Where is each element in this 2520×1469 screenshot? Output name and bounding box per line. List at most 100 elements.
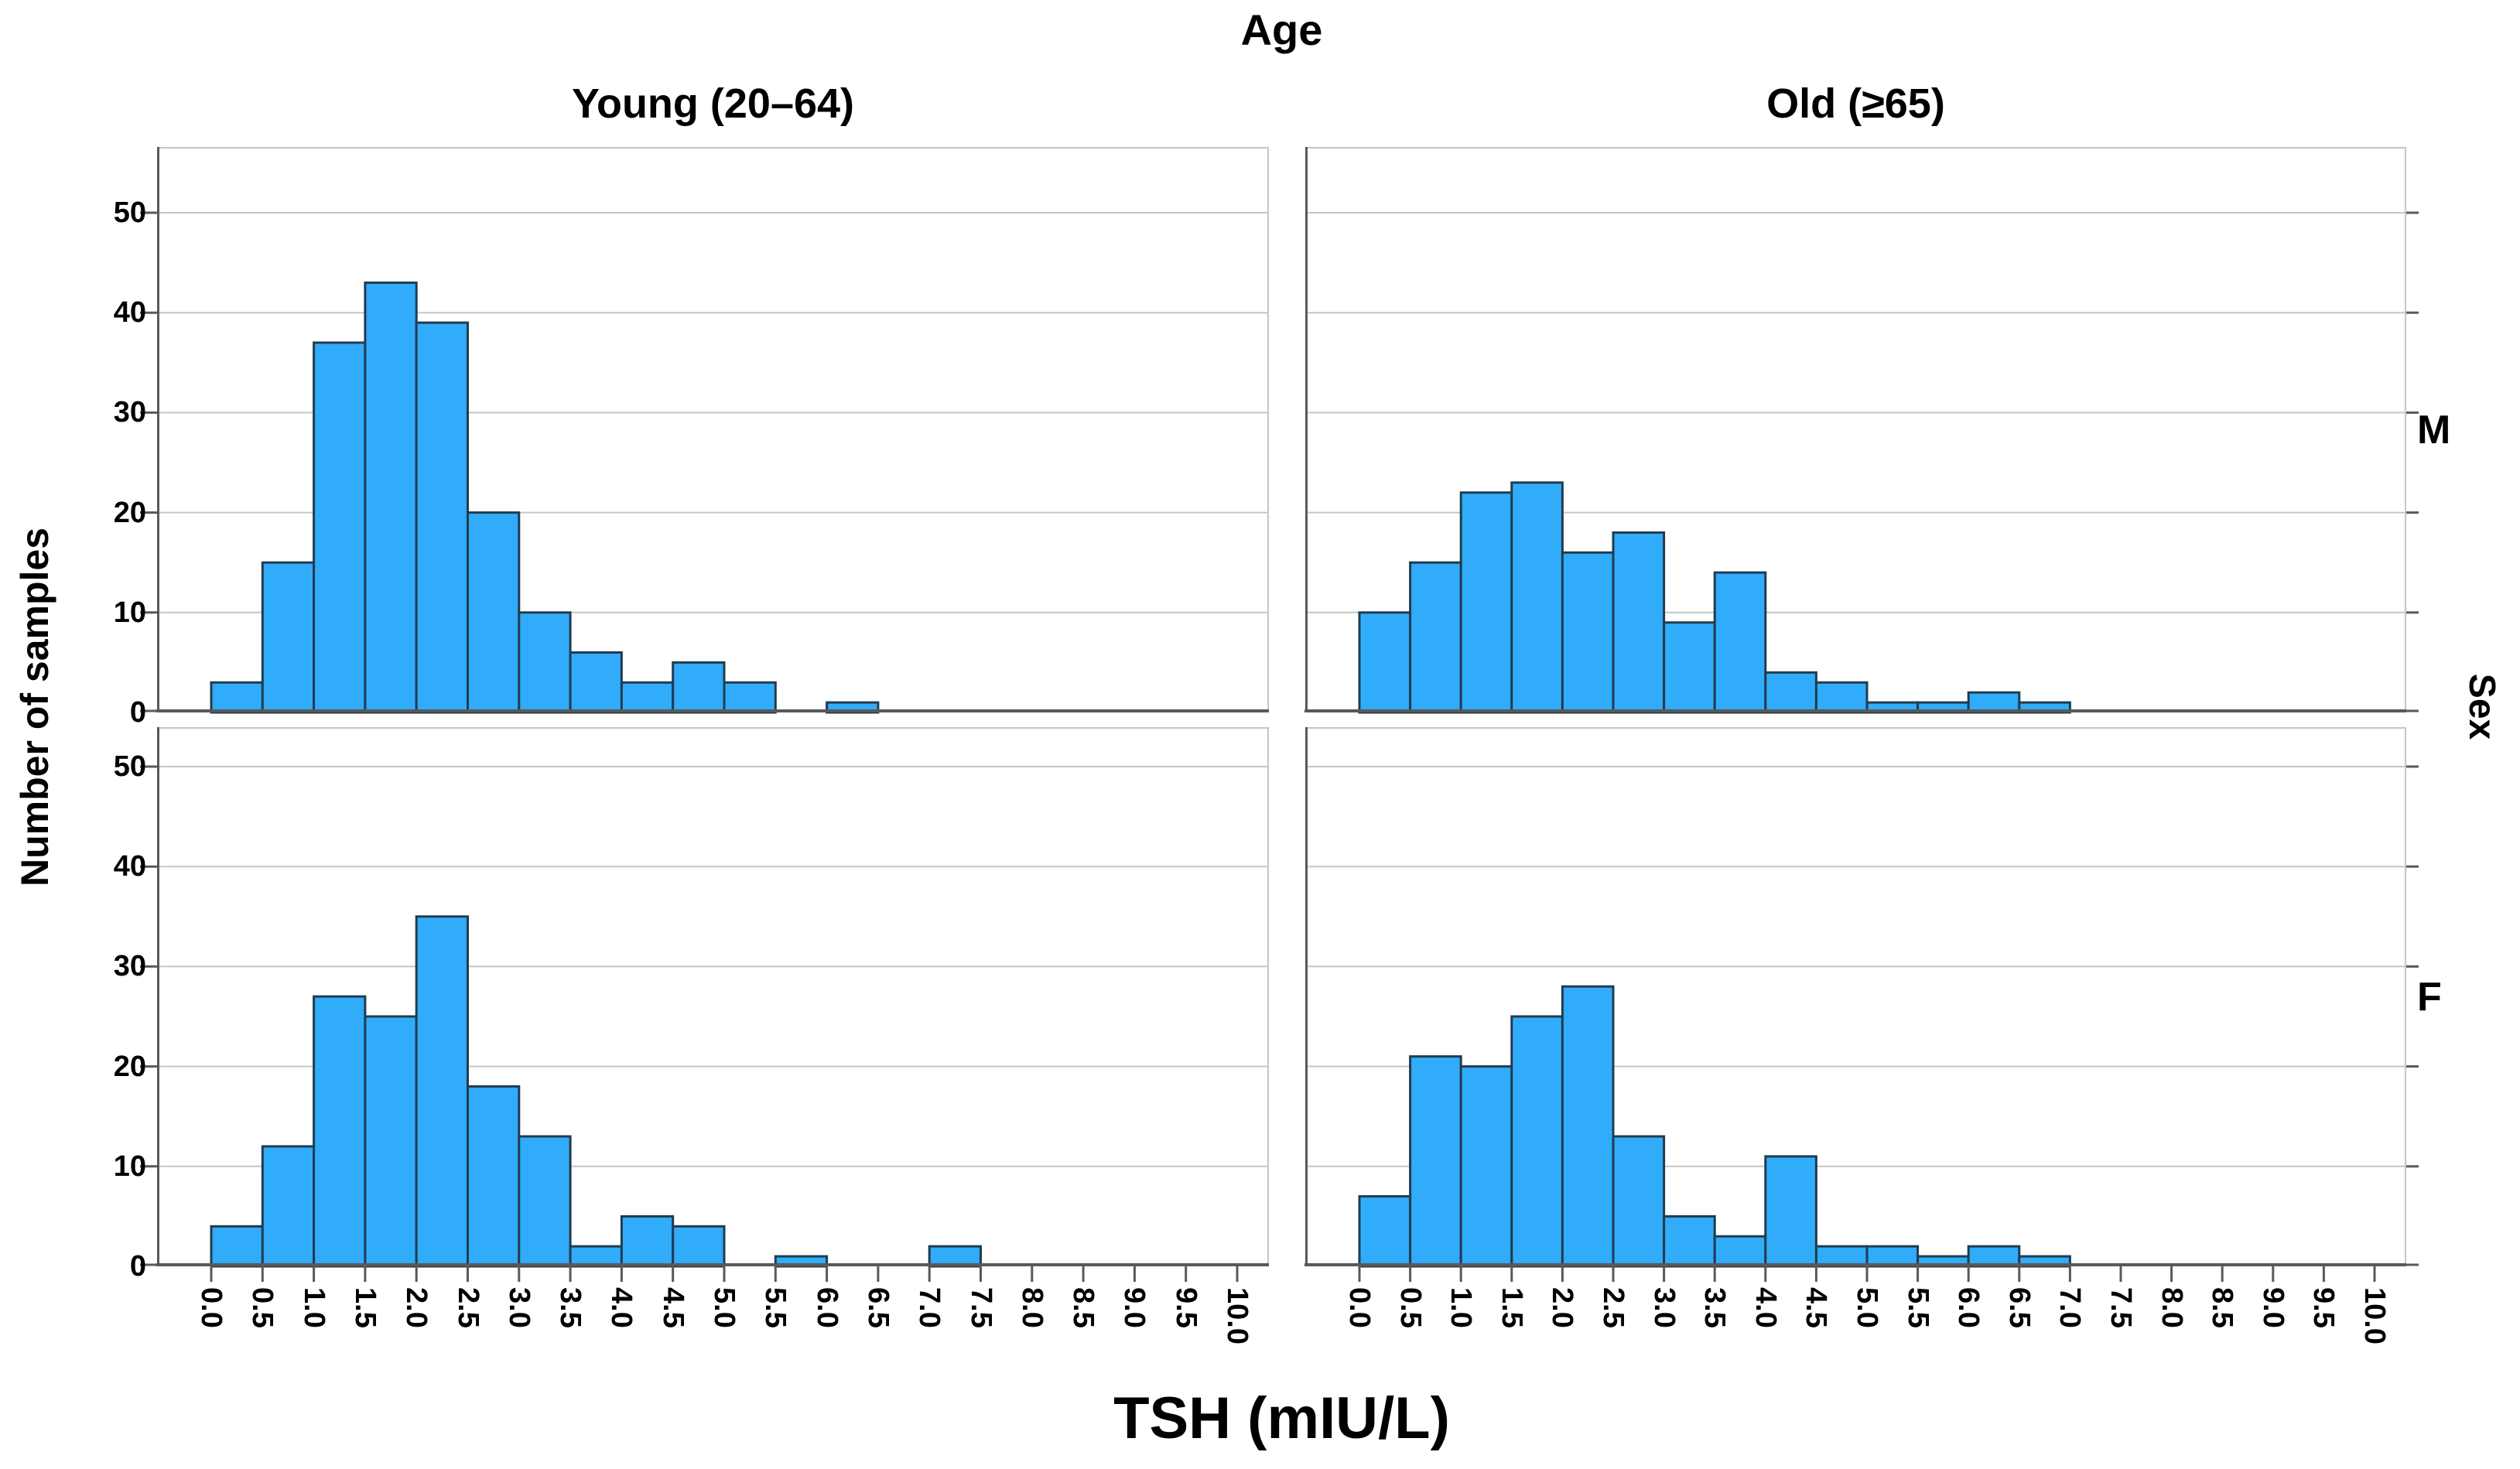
histogram-bar	[723, 681, 777, 714]
histogram-plot-area	[1304, 727, 2419, 1282]
x-tick-label: 6.5	[2002, 1287, 2036, 1328]
x-tick-label: 5.0	[708, 1287, 740, 1328]
histogram-bar	[364, 1015, 418, 1268]
histogram-plot-area	[140, 147, 1269, 714]
histogram-bar	[1561, 551, 1615, 714]
x-tick-label: 6.0	[1952, 1287, 1985, 1328]
histogram-bar	[415, 915, 470, 1268]
histogram-bar	[1612, 1135, 1666, 1268]
histogram-bar	[518, 1135, 572, 1268]
y-tick-label: 50	[113, 750, 146, 783]
histogram-bar	[672, 1225, 726, 1268]
x-tick-label: 2.5	[451, 1287, 484, 1328]
histogram-bar	[1713, 571, 1767, 714]
histogram-bar	[313, 341, 367, 714]
histogram-bar	[620, 681, 675, 714]
x-tick-label: 0.5	[1393, 1287, 1427, 1328]
histogram-bar	[620, 1214, 675, 1268]
y-tick-label: 50	[113, 196, 146, 229]
x-tick-label: 8.0	[1015, 1287, 1048, 1328]
column-header-old: Old (≥65)	[1766, 80, 1945, 127]
histogram-bar	[1358, 611, 1412, 714]
y-tick-label: 0	[129, 1250, 146, 1283]
x-tick-label: 0.0	[195, 1287, 227, 1328]
x-tick-label: 3.5	[554, 1287, 587, 1328]
histogram-bar	[1510, 481, 1564, 714]
y-axis-title: Number of samples	[13, 527, 57, 887]
y-tick-label: 10	[113, 1150, 146, 1183]
histogram-bar	[1814, 681, 1869, 714]
x-tick-label: 5.0	[1851, 1287, 1883, 1328]
x-tick-label: 6.5	[861, 1287, 894, 1328]
x-tick-label: 5.5	[759, 1287, 792, 1328]
histogram-bar	[364, 281, 418, 714]
histogram-plot-area	[140, 727, 1269, 1282]
histogram-bar	[261, 1145, 316, 1268]
x-tick-label: 4.5	[1800, 1287, 1833, 1328]
histogram-bar	[569, 651, 623, 714]
histogram-bar	[1561, 985, 1615, 1268]
histogram-bar	[415, 321, 470, 714]
x-tick-label: 8.5	[2206, 1287, 2239, 1328]
x-tick-label: 2.0	[1546, 1287, 1579, 1328]
histogram-bar	[1612, 531, 1666, 714]
histogram-bar	[1358, 1195, 1412, 1268]
row-facet-title-wrap: Sex	[2456, 147, 2508, 1266]
x-tick-label: 2.5	[1597, 1287, 1629, 1328]
histogram-plot-area	[1304, 147, 2419, 714]
x-tick-label: 4.0	[1749, 1287, 1782, 1328]
x-tick-label: 9.5	[1169, 1287, 1202, 1328]
x-tick-label: 7.5	[964, 1287, 997, 1328]
x-tick-label: 1.5	[348, 1287, 381, 1328]
y-tick-label: 0	[129, 696, 146, 729]
x-tick-label: 3.0	[1647, 1287, 1681, 1328]
x-tick-label: 0.5	[246, 1287, 279, 1328]
panel-young-m	[140, 147, 1269, 714]
histogram-bar	[467, 1085, 521, 1268]
histogram-bar	[210, 1225, 264, 1268]
histogram-bar	[313, 995, 367, 1268]
x-tick-label: 1.5	[1495, 1287, 1528, 1328]
x-tick-label: 9.0	[1118, 1287, 1151, 1328]
x-tick-label: 7.0	[2053, 1287, 2087, 1328]
x-tick-label: 9.5	[2307, 1287, 2340, 1328]
histogram-bar	[1764, 1155, 1817, 1268]
x-tick-label: 10.0	[1221, 1287, 1253, 1344]
x-tick-label: 4.5	[656, 1287, 689, 1328]
x-tick-label: 4.0	[605, 1287, 638, 1328]
y-tick-label: 30	[113, 950, 146, 983]
histogram-bar	[1409, 1055, 1462, 1268]
histogram-bar	[1663, 621, 1716, 714]
column-header-young: Young (20–64)	[571, 80, 855, 127]
x-axis-title: TSH (mIU/L)	[1113, 1385, 1450, 1451]
row-header-m: M	[2417, 407, 2451, 453]
histogram-bar	[1764, 671, 1817, 714]
x-tick-label: 9.0	[2256, 1287, 2289, 1328]
figure-title: Age	[1240, 5, 1323, 54]
y-tick-label: 40	[113, 296, 146, 330]
x-tick-label: 8.0	[2155, 1287, 2188, 1328]
x-tick-label: 2.0	[400, 1287, 433, 1328]
panel-old-f	[1304, 727, 2419, 1282]
histogram-bar	[1510, 1015, 1564, 1268]
x-tick-label: 3.5	[1698, 1287, 1732, 1328]
y-tick-label: 20	[113, 1050, 146, 1083]
histogram-bar	[1459, 491, 1513, 714]
histogram-bar	[1409, 561, 1462, 714]
x-tick-label: 1.0	[1445, 1287, 1478, 1328]
y-tick-label: 20	[113, 496, 146, 529]
panel-young-f	[140, 727, 1269, 1282]
y-tick-label: 10	[113, 596, 146, 629]
panel-old-m	[1304, 147, 2419, 714]
histogram-bar	[1713, 1235, 1767, 1268]
x-tick-label: 3.0	[502, 1287, 535, 1328]
y-tick-label: 30	[113, 396, 146, 429]
x-tick-label: 10.0	[2358, 1287, 2391, 1344]
y-tick-label: 40	[113, 850, 146, 883]
histogram-bar	[1663, 1214, 1716, 1268]
row-header-f: F	[2417, 974, 2442, 1020]
x-tick-label: 8.5	[1067, 1287, 1100, 1328]
histogram-bar	[672, 661, 726, 714]
x-tick-label: 7.0	[913, 1287, 946, 1328]
